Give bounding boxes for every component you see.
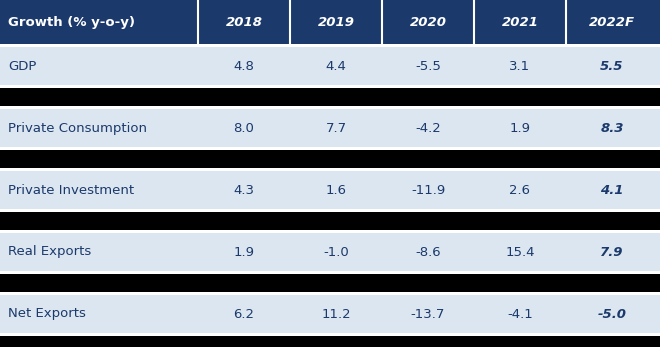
Text: -5.0: -5.0 — [597, 307, 626, 321]
Text: 3.1: 3.1 — [510, 59, 531, 73]
Bar — [0, 150, 660, 168]
Text: 1.9: 1.9 — [510, 121, 531, 135]
Bar — [0, 212, 660, 230]
Text: 2019: 2019 — [317, 16, 354, 28]
Text: Real Exports: Real Exports — [8, 245, 91, 259]
Bar — [0, 106, 660, 109]
Text: 2.6: 2.6 — [510, 184, 531, 196]
Bar — [0, 44, 660, 47]
Bar — [0, 274, 660, 292]
Text: 7.9: 7.9 — [600, 245, 624, 259]
Bar — [0, 85, 660, 88]
Bar — [0, 109, 660, 147]
Text: Net Exports: Net Exports — [8, 307, 86, 321]
Text: 2020: 2020 — [409, 16, 447, 28]
Text: 7.7: 7.7 — [325, 121, 346, 135]
Text: 1.6: 1.6 — [325, 184, 346, 196]
Bar — [0, 209, 660, 212]
Bar — [0, 168, 660, 171]
Bar — [0, 230, 660, 233]
Bar — [0, 295, 660, 333]
Bar — [0, 147, 660, 150]
Text: 5.5: 5.5 — [600, 59, 624, 73]
Text: -4.2: -4.2 — [415, 121, 441, 135]
Text: Private Investment: Private Investment — [8, 184, 134, 196]
Text: 8.3: 8.3 — [600, 121, 624, 135]
Text: 2018: 2018 — [226, 16, 263, 28]
Text: 2022F: 2022F — [589, 16, 635, 28]
Text: 1.9: 1.9 — [234, 245, 255, 259]
Text: -8.6: -8.6 — [415, 245, 441, 259]
Text: GDP: GDP — [8, 59, 36, 73]
Bar — [0, 336, 660, 347]
Bar — [0, 271, 660, 274]
Text: 4.4: 4.4 — [325, 59, 346, 73]
Text: 4.1: 4.1 — [600, 184, 624, 196]
Bar — [0, 292, 660, 295]
Bar — [0, 333, 660, 336]
Bar — [0, 0, 660, 44]
Bar — [0, 88, 660, 106]
Text: -4.1: -4.1 — [507, 307, 533, 321]
Text: Growth (% y-o-y): Growth (% y-o-y) — [8, 16, 135, 28]
Text: Private Consumption: Private Consumption — [8, 121, 147, 135]
Text: 2021: 2021 — [502, 16, 539, 28]
Text: 4.3: 4.3 — [234, 184, 255, 196]
Text: -5.5: -5.5 — [415, 59, 441, 73]
Bar — [0, 47, 660, 85]
Text: 4.8: 4.8 — [234, 59, 255, 73]
Bar — [0, 233, 660, 271]
Text: -11.9: -11.9 — [411, 184, 445, 196]
Bar — [0, 171, 660, 209]
Text: 11.2: 11.2 — [321, 307, 351, 321]
Text: -13.7: -13.7 — [411, 307, 446, 321]
Text: -1.0: -1.0 — [323, 245, 349, 259]
Text: 8.0: 8.0 — [234, 121, 255, 135]
Text: 6.2: 6.2 — [234, 307, 255, 321]
Text: 15.4: 15.4 — [506, 245, 535, 259]
